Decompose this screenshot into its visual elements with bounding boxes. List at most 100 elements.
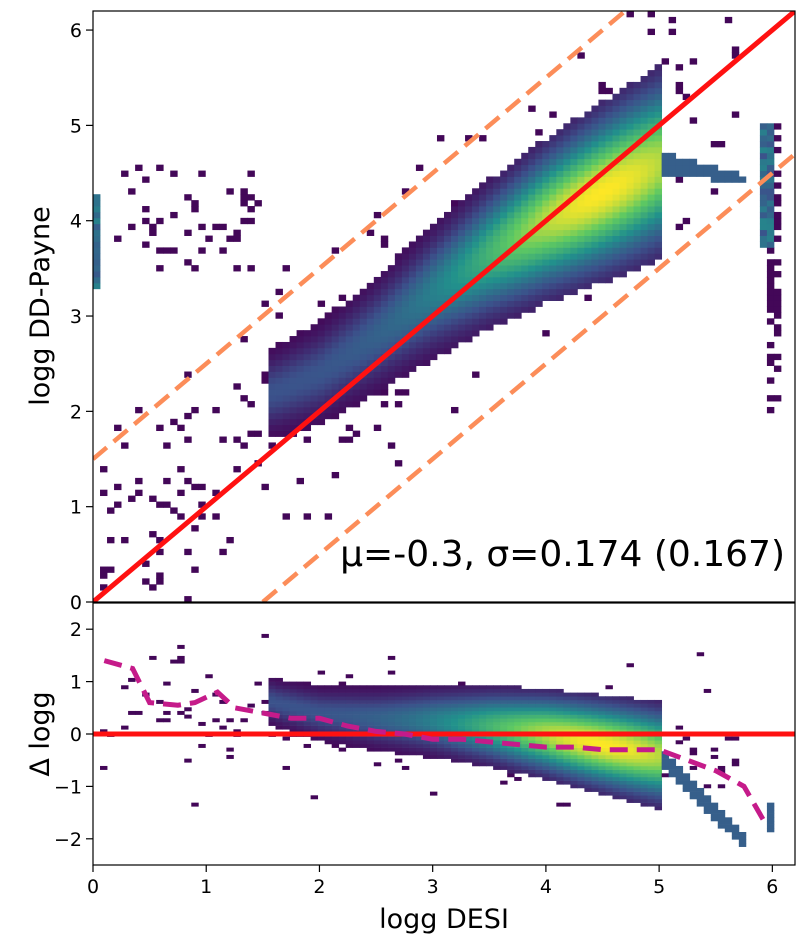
heatmap-cell [338, 365, 347, 372]
heatmap-cell [472, 371, 480, 378]
heatmap-cell [394, 714, 403, 719]
heatmap-cell [444, 247, 452, 254]
heatmap-cell [619, 229, 627, 236]
heatmap-cell [633, 176, 641, 183]
heatmap-cell [591, 170, 599, 177]
heatmap-cell [605, 129, 613, 136]
heatmap-cell [605, 699, 613, 704]
heatmap-cell [415, 703, 424, 708]
heatmap-cell [521, 241, 529, 248]
heatmap-cell [177, 710, 185, 715]
heatmap-cell [408, 707, 417, 712]
heatmap-cell [591, 146, 599, 154]
heatmap-cell [626, 111, 634, 118]
heatmap-cell [486, 223, 494, 231]
heatmap-cell [493, 696, 501, 701]
heatmap-cell [647, 787, 655, 792]
heatmap-cell [275, 688, 283, 693]
heatmap-cell [479, 300, 487, 307]
heatmap-cell [303, 688, 312, 693]
heatmap-cell [528, 211, 536, 219]
heatmap-cell [507, 685, 515, 690]
heatmap-cell [303, 681, 312, 686]
heatmap-cell [380, 696, 389, 701]
heatmap-cell [191, 483, 199, 491]
heatmap-cell [759, 188, 768, 195]
heatmap-cell [310, 341, 319, 349]
heatmap-cell [626, 200, 634, 207]
heatmap-cell [493, 758, 501, 763]
heatmap-cell [577, 740, 585, 745]
heatmap-cell [577, 223, 585, 231]
heatmap-cell [338, 318, 347, 325]
heatmap-cell [142, 241, 150, 248]
heatmap-cell [359, 743, 368, 748]
heatmap-cell [436, 692, 445, 697]
heatmap-cell [247, 217, 255, 225]
heatmap-cell [577, 765, 585, 770]
heatmap-cell [605, 276, 613, 284]
heatmap-cell [394, 259, 403, 266]
heatmap-cell [387, 306, 396, 313]
heatmap-cell [577, 725, 585, 730]
heatmap-cell [549, 206, 557, 213]
heatmap-cell [563, 223, 571, 231]
heatmap-cell [549, 247, 557, 254]
heatmap-cell [633, 217, 641, 225]
heatmap-cell [479, 707, 487, 712]
heatmap-cell [528, 696, 536, 701]
heatmap-cell [563, 773, 571, 778]
heatmap-cell [479, 241, 487, 248]
heatmap-cell [415, 288, 424, 296]
heatmap-cell [451, 324, 459, 331]
heatmap-cell [640, 217, 648, 225]
heatmap-cell [612, 188, 620, 195]
heatmap-cell [626, 164, 634, 171]
heatmap-cell [317, 401, 326, 408]
heatmap-cell [633, 780, 641, 785]
heatmap-cell [373, 353, 382, 361]
heatmap-cell [584, 111, 592, 118]
heatmap-cell [458, 681, 466, 686]
heatmap-cell [415, 259, 424, 266]
heatmap-cell [359, 718, 368, 723]
heatmap-cell [605, 685, 613, 690]
heatmap-cell [542, 699, 550, 704]
heatmap-cell [696, 787, 705, 792]
heatmap-cell [275, 710, 283, 715]
heatmap-cell [605, 170, 613, 177]
heatmap-cell [198, 721, 206, 726]
heatmap-cell [458, 306, 466, 313]
heatmap-cell [93, 217, 101, 225]
heatmap-cell [310, 692, 319, 697]
heatmap-cell [240, 188, 248, 195]
heatmap-cell [668, 16, 677, 24]
heatmap-cell [479, 194, 487, 201]
heatmap-cell [626, 758, 634, 763]
heatmap-cell [465, 754, 473, 759]
heatmap-cell [514, 714, 522, 719]
heatmap-cell [289, 341, 297, 349]
heatmap-cell [647, 76, 655, 83]
heatmap-cell [584, 253, 592, 260]
heatmap-cell [598, 721, 606, 726]
heatmap-cell [605, 158, 613, 166]
heatmap-cell [401, 288, 410, 296]
heatmap-cell [422, 703, 431, 708]
heatmap-cell [324, 377, 333, 384]
heatmap-cell [296, 371, 304, 378]
heatmap-cell [303, 699, 312, 704]
heatmap-cell [338, 395, 347, 402]
heatmap-cell [317, 412, 326, 420]
heatmap-cell [408, 747, 417, 752]
heatmap-cell [444, 725, 452, 730]
heatmap-cell [303, 436, 312, 443]
heatmap-cell [366, 696, 375, 701]
heatmap-cell [465, 743, 473, 748]
heatmap-cell [507, 769, 515, 774]
heatmap-cell [563, 265, 571, 272]
heatmap-cell [773, 300, 782, 307]
heatmap-cell [493, 688, 501, 693]
heatmap-cell [345, 740, 354, 745]
